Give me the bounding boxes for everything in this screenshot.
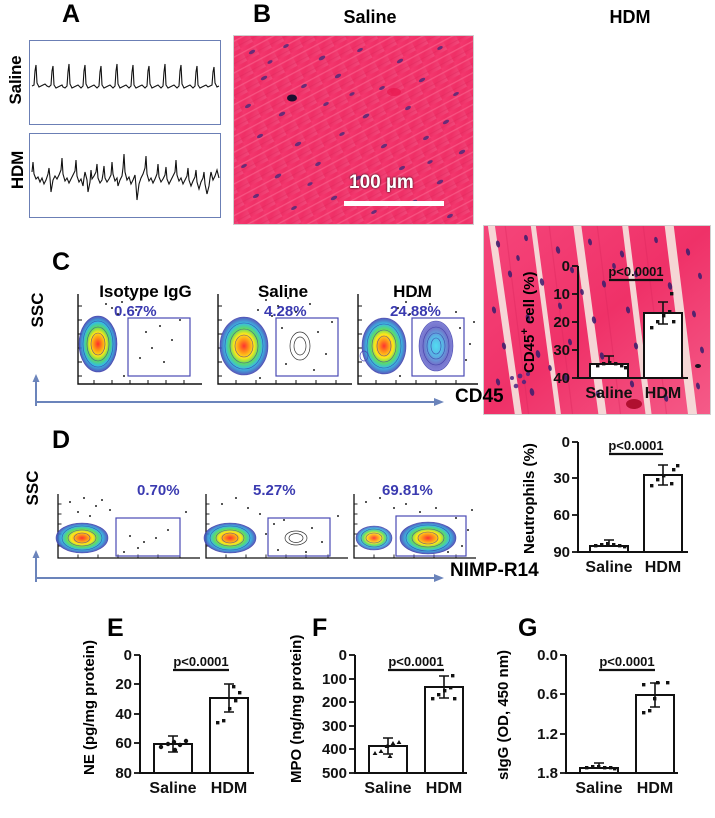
panel-a-label: A: [62, 0, 81, 28]
svg-text:0.6: 0.6: [537, 686, 558, 703]
panel-d-gate-percent-2: 5.27%: [253, 482, 296, 499]
panel-e-pvalue: p<0.0001: [173, 654, 228, 669]
ecg-trace-hdm: [29, 133, 221, 218]
panel-e-bar-svg: NE (pg/mg protein) 80 60 40 20 0 p<0.0001 S…: [81, 640, 254, 797]
ecg-trace-saline: [29, 40, 221, 125]
panel-c-pvalue: p<0.0001: [608, 264, 663, 279]
svg-text:80: 80: [115, 765, 132, 782]
panel-e-chart-ylabel: NE (pg/mg protein): [81, 640, 98, 775]
panel-e-label: E: [107, 614, 124, 642]
panel-f-bar-chart: MPO (ng/mg protein) 500 400 300 200 100 0 p<…: [285, 635, 490, 815]
panel-c-gate-percent-saline: 4.28%: [264, 303, 307, 320]
panel-c-bar-svg: CD45+ cell (%) 40 30 20 10 0 p<0.0001 Salin…: [519, 258, 688, 402]
panel-g-cat-hdm: HDM: [637, 780, 673, 797]
panel-g-cat-saline: Saline: [575, 780, 622, 797]
svg-text:30: 30: [553, 342, 570, 359]
panel-b-label: B: [253, 0, 272, 28]
panel-g-pvalue: p<0.0001: [599, 654, 654, 669]
svg-text:60: 60: [553, 507, 570, 524]
panel-e-bar-chart: NE (pg/mg protein) 80 60 40 20 0 p<0.0001 S…: [78, 640, 278, 815]
svg-text:10: 10: [553, 286, 570, 303]
panel-c-x-axis-label: CD45: [455, 386, 504, 407]
svg-text:400: 400: [322, 741, 347, 758]
panel-b-title-saline: Saline: [343, 7, 397, 27]
panel-c-plot-title-saline: Saline: [257, 282, 309, 301]
histology-saline-svg: [234, 36, 473, 224]
panel-c-plot-title-isotype: Isotype IgG: [99, 282, 192, 301]
svg-text:200: 200: [322, 694, 347, 711]
panel-a-row-label-hdm: HDM: [8, 150, 27, 190]
panel-d-bar-chart: Neutrophils (%) 90 60 30 0 p<0.0001 Saline …: [520, 432, 710, 587]
panel-c-bar-chart: CD45+ cell (%) 40 30 20 10 0 p<0.0001 Salin…: [519, 258, 710, 413]
panel-c-label: C: [52, 248, 71, 276]
panel-g-bar-chart: sIgG (OD, 450 nm) 1.8 1.2 0.6 0.0 p<0.0001 …: [492, 645, 707, 815]
svg-text:100: 100: [322, 671, 347, 688]
panel-c-axis-arrows: [28, 372, 448, 406]
panel-d-cat-hdm: HDM: [645, 559, 681, 576]
panel-c-chart-ylabel: CD45+ cell (%): [519, 272, 538, 373]
panel-d-axis-arrows: [28, 548, 448, 582]
panel-b-title-hdm: HDM: [609, 7, 651, 27]
panel-d-cat-saline: Saline: [585, 559, 632, 576]
panel-c-gate-percent-isotype: 0.67%: [114, 303, 157, 320]
panel-f-bar-svg: MPO (ng/mg protein) 500 400 300 200 100 0 p<…: [288, 635, 467, 797]
panel-e-cat-hdm: HDM: [211, 780, 247, 797]
panel-d-arrow-svg: [32, 550, 444, 582]
panel-f-cat-hdm: HDM: [426, 780, 462, 797]
scale-bar-label: 100 µm: [349, 172, 414, 193]
panel-d-flow-svg: [55, 494, 476, 559]
svg-text:0: 0: [562, 434, 570, 451]
panel-c-cat-saline: Saline: [585, 385, 632, 402]
panel-g-chart-ylabel: sIgG (OD, 450 nm): [495, 650, 512, 780]
svg-text:20: 20: [115, 676, 132, 693]
panel-d-chart-ylabel: Neutrophils (%): [521, 443, 538, 554]
svg-text:90: 90: [553, 544, 570, 561]
panel-f-pvalue: p<0.0001: [388, 654, 443, 669]
panel-c-plot-title-hdm: HDM: [393, 282, 432, 301]
svg-text:60: 60: [115, 735, 132, 752]
panel-f-cat-saline: Saline: [364, 780, 411, 797]
panel-f-label: F: [312, 614, 328, 642]
panel-a-row-label-saline: Saline: [6, 55, 25, 105]
panel-d-pvalue: p<0.0001: [608, 438, 663, 453]
panel-d-label: D: [52, 426, 71, 454]
svg-text:1.2: 1.2: [537, 726, 558, 743]
svg-text:0: 0: [339, 647, 347, 664]
svg-text:30: 30: [553, 470, 570, 487]
svg-text:0: 0: [124, 647, 132, 664]
panel-c-gate-percent-hdm: 24.88%: [390, 303, 441, 320]
panel-e-cat-saline: Saline: [149, 780, 196, 797]
panel-c-flow-plots: [60, 288, 480, 400]
panel-d-gate-percent-3: 69.81%: [382, 482, 433, 499]
panel-d-x-axis-label: NIMP-R14: [450, 560, 539, 581]
svg-text:20: 20: [553, 314, 570, 331]
histology-image-hdm: [483, 225, 711, 415]
svg-text:1.8: 1.8: [537, 765, 558, 782]
panel-c-arrow-svg: [32, 374, 444, 406]
panel-c-y-axis-label: SSC: [28, 292, 47, 328]
panel-g-label: G: [518, 614, 538, 642]
svg-text:40: 40: [553, 370, 570, 387]
scale-bar-line: [344, 201, 444, 206]
panel-c-cat-hdm: HDM: [645, 385, 681, 402]
panel-d-gate-percent-1: 0.70%: [137, 482, 180, 499]
ecg-hdm-svg: [31, 153, 220, 201]
svg-text:0.0: 0.0: [537, 647, 558, 664]
ecg-saline-svg: [31, 63, 220, 89]
panel-d-flow-plots: [40, 490, 480, 570]
svg-text:0: 0: [562, 258, 570, 275]
svg-text:300: 300: [322, 718, 347, 735]
histology-image-saline: 100 µm: [233, 35, 474, 225]
panel-f-chart-ylabel: MPO (ng/mg protein): [288, 635, 305, 783]
svg-text:40: 40: [115, 706, 132, 723]
panel-c-flow-svg: [77, 294, 478, 385]
panel-g-bar-svg: sIgG (OD, 450 nm) 1.81.20.60.0 p<0.0001 …: [495, 647, 678, 797]
svg-text:500: 500: [322, 765, 347, 782]
